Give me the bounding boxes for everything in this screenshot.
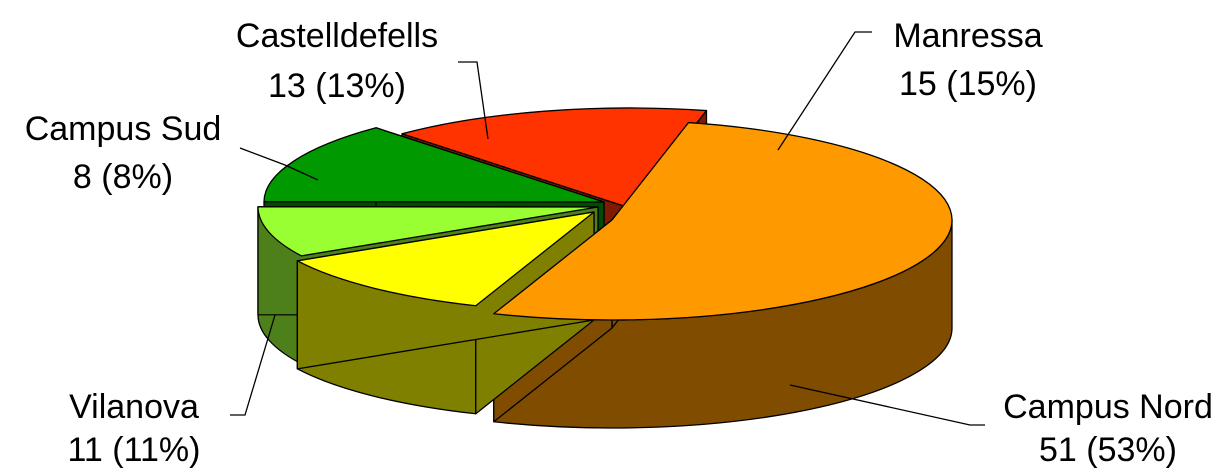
slice-campus-nord <box>493 121 953 321</box>
slice-vilanova <box>296 211 595 307</box>
leader-line-vilanova <box>230 314 276 416</box>
slice-name-campus-sud: Campus Sud <box>25 110 222 148</box>
slice-name-campus-nord: Campus Nord <box>1003 388 1213 426</box>
slice-value-campus-nord: 51 (53%) <box>1039 431 1177 469</box>
slice-castelldefells <box>263 127 605 203</box>
leader-line-campus-sud <box>239 147 319 181</box>
slice-manressa <box>401 107 708 209</box>
slice-name-manressa: Manressa <box>893 17 1042 55</box>
slice-name-castelldefells: Castelldefells <box>236 17 438 55</box>
leader-line-castelldefells <box>458 61 489 140</box>
slice-value-castelldefells: 13 (13%) <box>268 67 406 105</box>
slice-labels: Campus Nord 51 (53%) Vilanova 11 (11%) C… <box>25 17 1213 469</box>
leader-line-manressa <box>777 31 872 151</box>
leader-lines <box>230 31 985 426</box>
leader-line-campus-nord <box>789 384 985 426</box>
pie-tops <box>257 107 953 321</box>
slice-name-vilanova: Vilanova <box>69 388 199 426</box>
slice-value-manressa: 15 (15%) <box>899 65 1037 103</box>
slice-value-vilanova: 11 (11%) <box>68 431 201 469</box>
slice-value-campus-sud: 8 (8%) <box>73 158 173 196</box>
slice-campus-sud <box>257 206 599 257</box>
